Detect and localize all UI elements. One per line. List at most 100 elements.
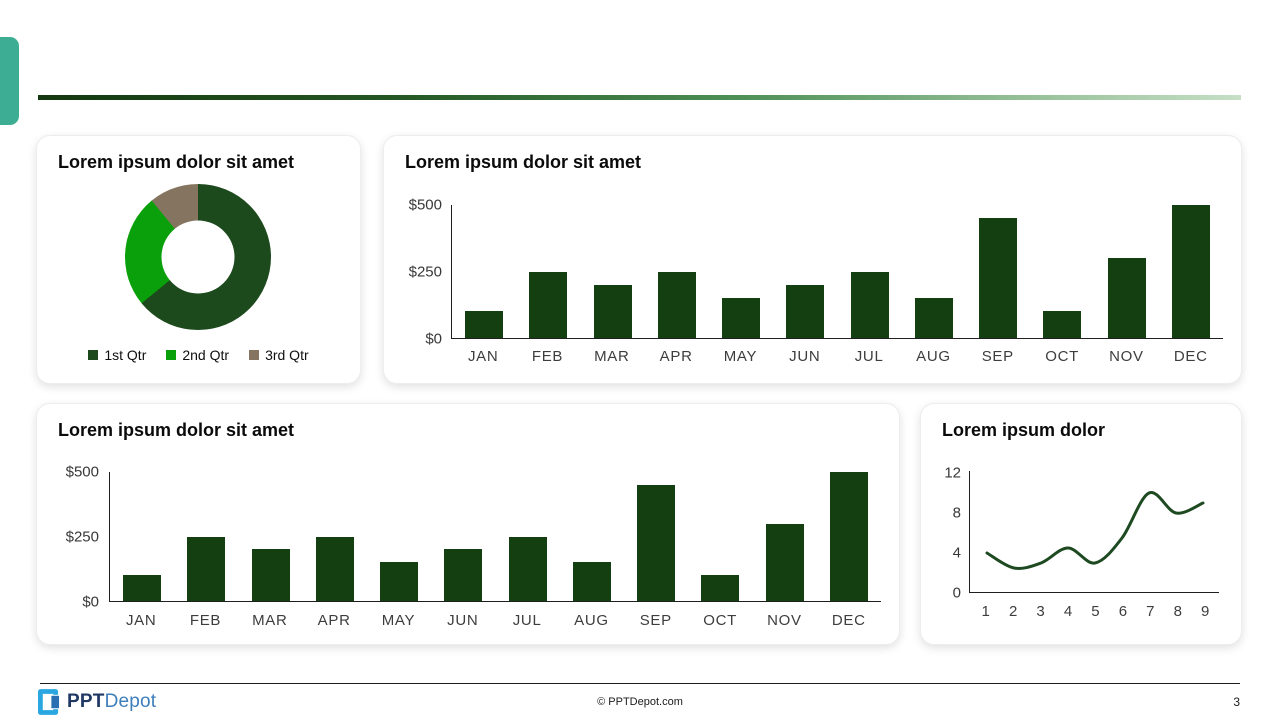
legend-swatch (166, 350, 177, 360)
x-tick-label: MAY (381, 612, 416, 629)
footer-copyright: © PPTDepot.com (597, 696, 683, 708)
y-tick-label: $0 (425, 330, 442, 348)
legend-item: 3rd Qtr (249, 347, 309, 363)
bar-slot (110, 472, 174, 601)
line-plot-area (969, 471, 1219, 593)
y-tick-label: 8 (952, 504, 961, 522)
chart-legend: 1st Qtr 2nd Qtr 3rd Qtr (37, 347, 360, 363)
x-tick-label: 5 (1091, 603, 1100, 620)
header-divider-line (38, 95, 1241, 100)
x-tick-label: 3 (1036, 603, 1045, 620)
bar-slot (773, 205, 837, 338)
bar-slot (902, 205, 966, 338)
x-tick-label: JUL (854, 348, 884, 365)
x-tick-label: 2 (1008, 603, 1018, 620)
x-tick-label: MAR (252, 612, 288, 629)
pptdepot-logo: PPTDepot (38, 689, 156, 715)
y-tick-label: 12 (944, 464, 961, 482)
x-tick-label: 9 (1201, 603, 1210, 620)
bar-slot (1030, 205, 1094, 338)
bar-slot (838, 205, 902, 338)
line-series-svg (985, 491, 1205, 570)
x-tick-label: OCT (703, 612, 737, 629)
x-tick-label: 7 (1146, 603, 1155, 620)
legend-label: 3rd Qtr (265, 347, 309, 363)
bar-plot-area (109, 472, 881, 602)
bar (529, 271, 568, 338)
x-axis-labels: JAN FEB MAR APR MAY JUN JUL AUG SEP OCT NOV DEC (109, 612, 881, 629)
bar (979, 218, 1018, 338)
bar-slot (966, 205, 1030, 338)
bar (829, 472, 868, 601)
x-tick-label: AUG (916, 348, 951, 365)
bar (657, 271, 696, 338)
card-donut-chart: Lorem ipsum dolor sit amet 1st Qtr 2nd Qt… (36, 135, 361, 384)
x-tick-label: APR (317, 612, 351, 629)
bar-slot (239, 472, 303, 601)
bar (444, 549, 483, 601)
x-tick-label: OCT (1045, 348, 1079, 365)
bar (380, 562, 419, 601)
accent-tab (0, 37, 19, 125)
bar-slot (560, 472, 624, 601)
x-tick-label: JUN (789, 348, 821, 365)
bar-slot (817, 472, 881, 601)
bar (251, 549, 290, 601)
x-tick-label: SEP (639, 612, 672, 629)
card-title: Lorem ipsum dolor sit amet (58, 152, 295, 172)
bar (765, 523, 804, 601)
bar-slot (174, 472, 238, 601)
x-tick-label: JUL (512, 612, 542, 629)
x-tick-label: 4 (1063, 603, 1073, 620)
bar-slot (581, 205, 645, 338)
bar (572, 562, 611, 601)
bar-slot (431, 472, 495, 601)
donut-chart (125, 184, 271, 330)
bar-slot (1095, 205, 1159, 338)
line-series (985, 491, 1205, 570)
bar (914, 298, 953, 338)
y-tick-label: 0 (952, 584, 961, 602)
bar-slot (1159, 205, 1223, 338)
bar (187, 536, 226, 601)
x-tick-label: MAY (723, 348, 758, 365)
x-tick-label: AUG (574, 612, 609, 629)
y-axis-labels: $0 $250 $500 (49, 464, 101, 611)
y-axis-labels: $0 $250 $500 (392, 197, 444, 348)
bar (701, 575, 740, 601)
logo-text-depot: Depot (104, 691, 157, 712)
logo-text: PPTDepot (67, 691, 156, 713)
legend-label: 2nd Qtr (182, 347, 230, 363)
bar (1171, 205, 1210, 338)
bar (593, 284, 632, 338)
card-bar-chart-top: Lorem ipsum dolor sit amet $0 $250 $500 JA… (383, 135, 1242, 384)
bar (786, 284, 825, 338)
x-tick-label: APR (659, 348, 693, 365)
bar-slot (367, 472, 431, 601)
legend-swatch (249, 350, 260, 360)
bar-plot-area (451, 205, 1223, 339)
x-tick-label: FEB (189, 612, 222, 629)
bar (508, 536, 547, 601)
y-tick-label: $0 (82, 593, 99, 611)
card-title: Lorem ipsum dolor sit amet (58, 420, 295, 440)
x-tick-label: DEC (1173, 348, 1208, 365)
legend-item: 2nd Qtr (166, 347, 229, 363)
bar (637, 484, 676, 601)
bar-slot (645, 205, 709, 338)
y-tick-label: $500 (408, 196, 442, 214)
bar-slot (496, 472, 560, 601)
y-tick-label: $250 (408, 263, 442, 281)
bar-slot (516, 205, 580, 338)
x-tick-label: 8 (1173, 603, 1182, 620)
card-title: Lorem ipsum dolor (942, 420, 1106, 440)
bar (123, 575, 162, 601)
x-tick-label: NOV (1109, 348, 1144, 365)
legend-swatch (88, 350, 99, 360)
x-tick-label: MAR (594, 348, 630, 365)
x-tick-label: JAN (125, 612, 157, 629)
x-tick-label: NOV (767, 612, 802, 629)
bar-slot (709, 205, 773, 338)
